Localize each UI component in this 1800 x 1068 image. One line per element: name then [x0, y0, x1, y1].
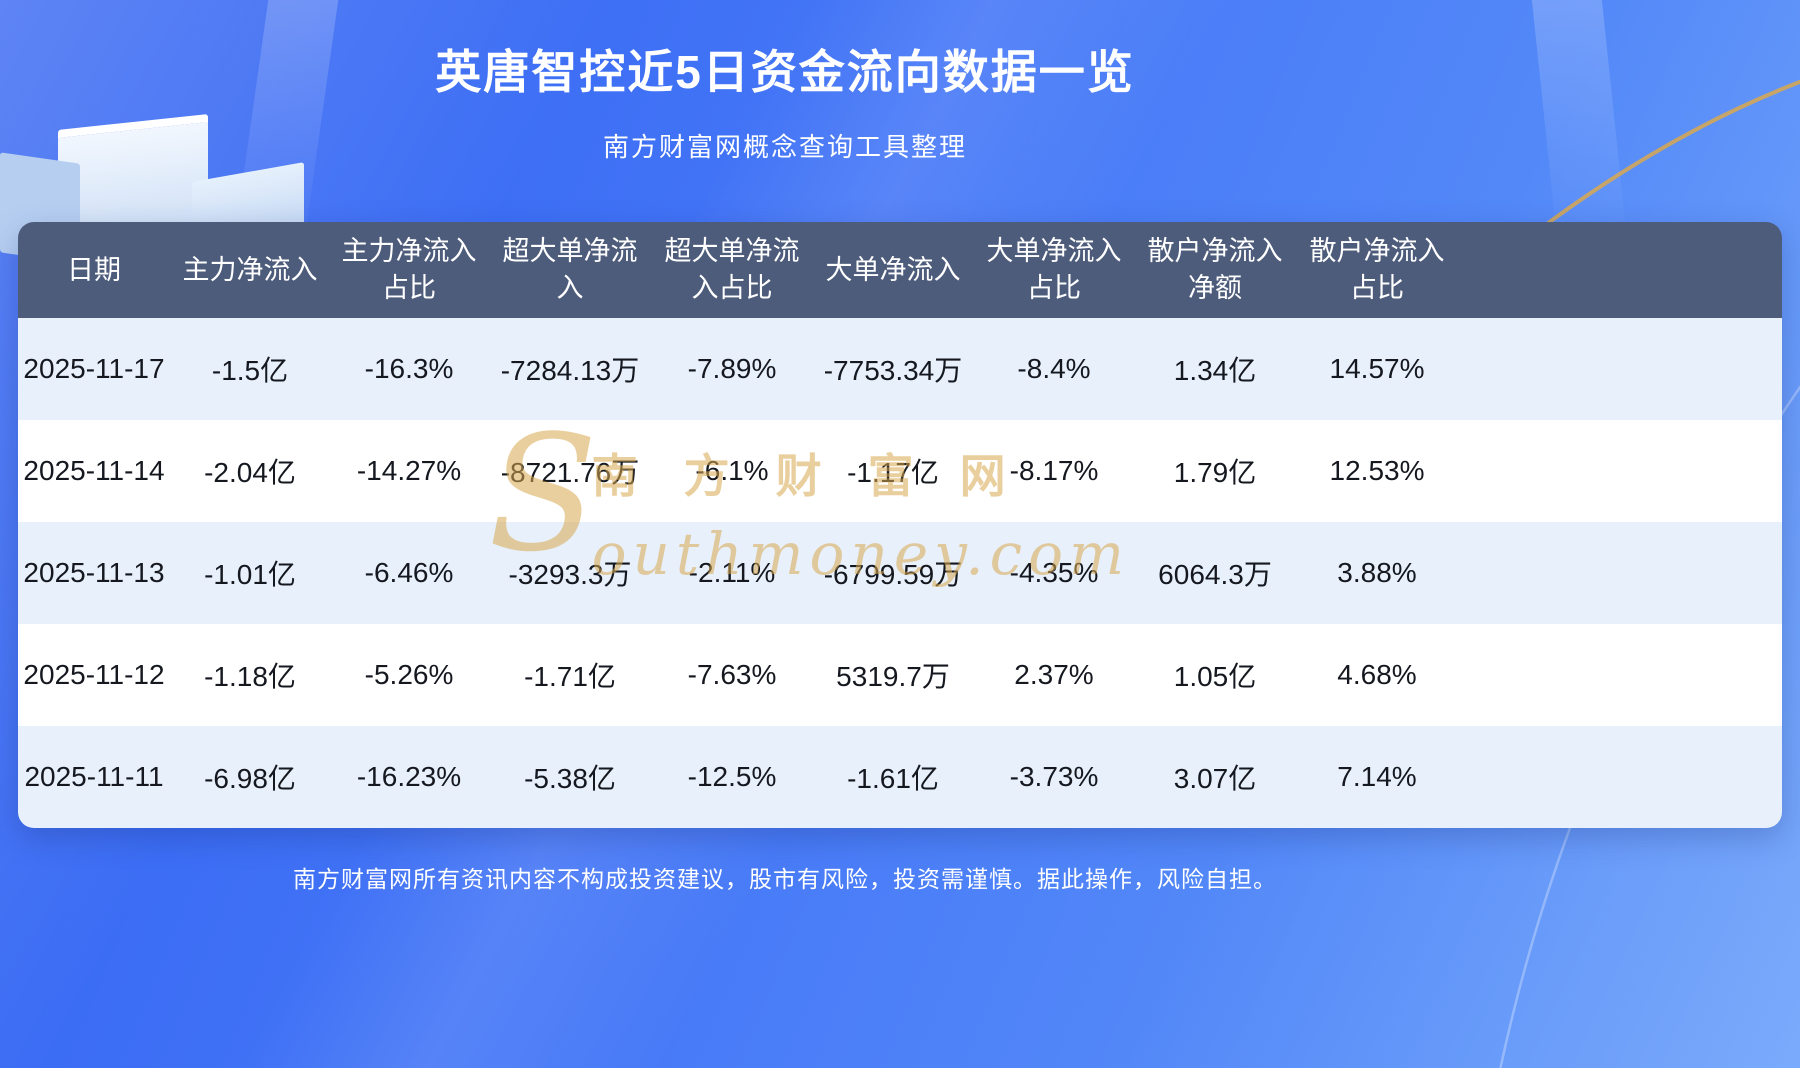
value-cell: -6.46% — [364, 556, 454, 588]
row-filler — [1458, 522, 1782, 624]
table-row: 2025-11-14 -2.04亿 -14.27% -8721.76万 -6.1% -1.… — [18, 419, 1782, 522]
table-row: 2025-11-11 -6.98亿 -16.23% -5.38亿 -12.5% -1.61… — [18, 725, 1782, 828]
date-cell: 2025-11-13 — [23, 556, 165, 588]
column-header: 散户净流入占比 — [1309, 236, 1445, 303]
value-cell: 6064.3万 — [1158, 558, 1272, 590]
value-cell: 5319.7万 — [836, 660, 950, 692]
date-cell: 2025-11-11 — [24, 760, 164, 792]
date-cell: 2025-11-17 — [23, 352, 165, 384]
row-filler — [1458, 318, 1782, 420]
value-cell: 3.88% — [1337, 556, 1417, 588]
value-cell: -16.3% — [364, 352, 454, 384]
row-filler — [1458, 726, 1782, 828]
value-cell: -8.17% — [1009, 454, 1099, 486]
value-cell: -5.26% — [364, 658, 454, 690]
value-cell: -1.18亿 — [204, 660, 296, 692]
table-body: 2025-11-17 -1.5亿 -16.3% -7284.13万 -7.89% -775… — [18, 317, 1782, 828]
column-header: 大单净流入 — [825, 254, 961, 285]
value-cell: -2.11% — [688, 556, 776, 588]
column-header: 日期 — [67, 254, 121, 285]
value-cell: -6.1% — [695, 454, 769, 486]
row-filler — [1458, 420, 1782, 522]
value-cell: -6799.59万 — [823, 558, 963, 590]
column-header: 主力净流入 — [182, 254, 318, 285]
value-cell: -3.73% — [1009, 760, 1099, 792]
value-cell: 14.57% — [1329, 352, 1425, 384]
value-cell: 4.68% — [1337, 658, 1417, 690]
value-cell: -1.17亿 — [847, 456, 939, 488]
disclaimer: 南方财富网所有资讯内容不构成投资建议，股市有风险，投资需谨慎。据此操作，风险自担… — [293, 865, 1277, 892]
value-cell: 12.53% — [1329, 454, 1425, 486]
table-row: 2025-11-17 -1.5亿 -16.3% -7284.13万 -7.89% -775… — [18, 317, 1782, 420]
value-cell: 2.37% — [1014, 658, 1094, 690]
value-cell: -3293.3万 — [508, 558, 632, 590]
value-cell: -5.38亿 — [524, 762, 616, 794]
capital-flow-table: 日期 主力净流入 主力净流入占比 超大单净流入 超大单净流入占比 大单净流入 大单净流入占比… — [18, 221, 1782, 828]
value-cell: -1.01亿 — [204, 558, 296, 590]
value-cell: -6.98亿 — [204, 762, 296, 794]
page-title: 英唐智控近5日资金流向数据一览 — [435, 46, 1135, 98]
value-cell: 3.07亿 — [1173, 762, 1257, 794]
column-header: 散户净流入净额 — [1147, 236, 1283, 303]
header-filler — [1458, 222, 1782, 318]
table-row: 2025-11-12 -1.18亿 -5.26% -1.71亿 -7.63% 5319.7… — [18, 623, 1782, 726]
value-cell: -2.04亿 — [204, 456, 296, 488]
value-cell: -14.27% — [356, 454, 462, 486]
value-cell: -8.4% — [1017, 352, 1091, 384]
value-cell: -7.63% — [687, 658, 777, 690]
value-cell: -1.61亿 — [847, 762, 939, 794]
value-cell: 1.34亿 — [1173, 354, 1257, 386]
value-cell: -1.71亿 — [524, 660, 616, 692]
row-filler — [1458, 624, 1782, 726]
value-cell: -12.5% — [687, 760, 777, 792]
value-cell: -7753.34万 — [823, 354, 963, 386]
value-cell: 1.79亿 — [1173, 456, 1257, 488]
value-cell: 7.14% — [1337, 760, 1417, 792]
value-cell: -4.35% — [1009, 556, 1099, 588]
table-row: 2025-11-13 -1.01亿 -6.46% -3293.3万 -2.11% -679… — [18, 521, 1782, 624]
value-cell: -7.89% — [687, 352, 777, 384]
date-cell: 2025-11-12 — [23, 658, 165, 690]
table-header-row: 日期 主力净流入 主力净流入占比 超大单净流入 超大单净流入占比 大单净流入 大单净流入占比… — [18, 221, 1782, 318]
column-header: 超大单净流入占比 — [664, 236, 800, 303]
value-cell: -16.23% — [356, 760, 462, 792]
column-header: 大单净流入占比 — [986, 236, 1122, 303]
page-subtitle: 南方财富网概念查询工具整理 — [602, 131, 967, 162]
value-cell: -8721.76万 — [500, 456, 640, 488]
column-header: 主力净流入占比 — [341, 236, 477, 303]
value-cell: 1.05亿 — [1173, 660, 1257, 692]
value-cell: -7284.13万 — [500, 354, 640, 386]
value-cell: -1.5亿 — [211, 354, 289, 386]
column-header: 超大单净流入 — [502, 236, 638, 303]
date-cell: 2025-11-14 — [23, 454, 165, 486]
